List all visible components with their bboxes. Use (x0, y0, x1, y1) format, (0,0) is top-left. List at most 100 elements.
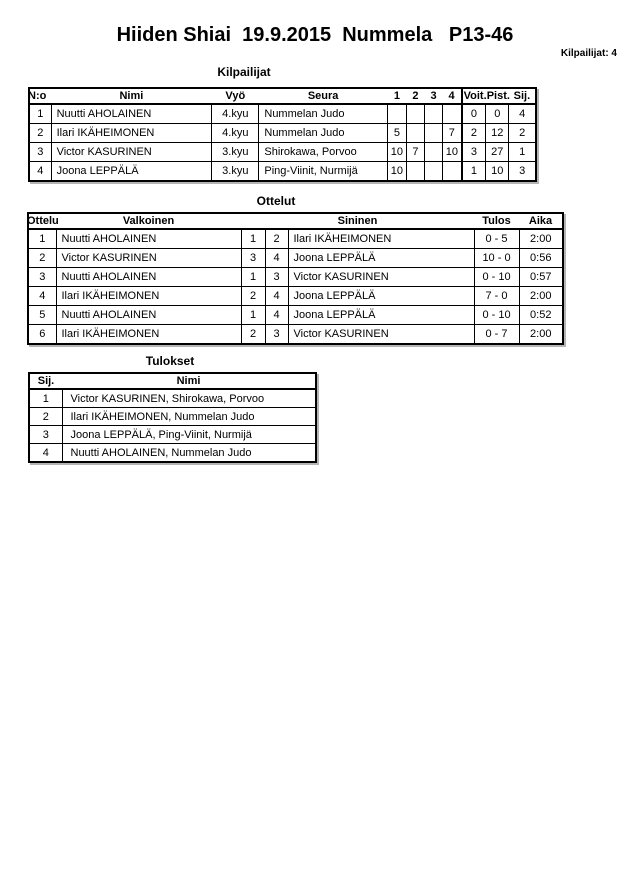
competitor-number-cell: 1 (28, 103, 52, 124)
white-name-cell: Victor KASURINEN (55, 248, 242, 268)
time-cell: 0:57 (518, 267, 564, 287)
score1-cell (386, 103, 407, 124)
result-cell: 7 - 0 (473, 286, 520, 306)
white-name-cell: Nuutti AHOLAINEN (55, 305, 242, 325)
results-table: Sij. Nimi 1 Victor KASURINEN, Shirokawa,… (28, 372, 317, 463)
col-header-nimi: Nimi (62, 373, 316, 390)
matches-section-heading: Ottelut (256, 194, 296, 208)
col-header-valkoinen: Valkoinen (56, 213, 241, 230)
match-number-cell: 2 (27, 248, 57, 268)
col-header-tulos: Tulos (474, 213, 520, 230)
white-number-cell: 1 (240, 267, 266, 287)
competitor-number-cell: 2 (28, 123, 52, 143)
blue-name-cell: Victor KASURINEN (287, 267, 475, 287)
white-name-cell: Ilari IKÄHEIMONEN (55, 324, 242, 345)
competitors-header-row: N:o Nimi Vyö Seura 1 2 3 4 Voit. Pist. S… (28, 88, 536, 105)
score4-cell (442, 103, 463, 124)
results-header-row: Sij. Nimi (29, 373, 316, 390)
score2-cell (405, 161, 426, 182)
blue-number-cell: 4 (264, 248, 289, 268)
col-header-voit: Voit. (460, 88, 487, 105)
col-header-sij: Sij. (508, 88, 536, 105)
page-title: Hiiden Shiai 19.9.2015 Nummela P13-46 (116, 24, 514, 46)
placement-cell: 4 (508, 103, 537, 124)
score1-cell: 10 (386, 142, 407, 162)
col-header-seura: Seura (258, 88, 388, 105)
score2-cell (405, 103, 426, 124)
match-number-cell: 6 (27, 324, 57, 345)
result-name-cell: Victor KASURINEN, Shirokawa, Porvoo (61, 388, 317, 408)
points-cell: 27 (485, 142, 510, 162)
competitors-section-heading: Kilpailijat (217, 65, 271, 79)
col-header-vyo: Vyö (211, 88, 259, 105)
competitor-number-cell: 3 (28, 142, 52, 162)
competitor-belt-cell: 3.kyu (211, 161, 260, 182)
time-cell: 2:00 (518, 228, 564, 249)
result-cell: 10 - 0 (473, 248, 520, 268)
placement-cell: 1 (508, 142, 537, 162)
competitor-row: 2 Ilari IKÄHEIMONEN 4.kyu Nummelan Judo … (28, 123, 537, 143)
competitor-name-cell: Nuutti AHOLAINEN (50, 103, 213, 124)
points-cell: 12 (485, 123, 510, 143)
wins-cell: 2 (460, 123, 487, 143)
result-cell: 0 - 7 (473, 324, 520, 345)
white-name-cell: Nuutti AHOLAINEN (55, 228, 242, 249)
placement-cell: 1 (28, 388, 63, 408)
competitor-row: 4 Joona LEPPÄLÄ 3.kyu Ping-Viinit, Nurmi… (28, 161, 537, 182)
match-row: 2 Victor KASURINEN 3 4 Joona LEPPÄLÄ 10 … (27, 248, 564, 268)
competitors-table: N:o Nimi Vyö Seura 1 2 3 4 Voit. Pist. S… (28, 87, 537, 182)
score3-cell (423, 161, 444, 182)
placement-cell: 2 (28, 407, 63, 426)
wins-cell: 1 (460, 161, 487, 182)
match-row: 3 Nuutti AHOLAINEN 1 3 Victor KASURINEN … (27, 267, 564, 287)
competitor-club-cell: Shirokawa, Porvoo (258, 142, 388, 162)
blue-number-cell: 2 (264, 228, 289, 249)
match-number-cell: 4 (27, 286, 57, 306)
time-cell: 2:00 (518, 324, 564, 345)
white-number-cell: 1 (240, 228, 266, 249)
col-header-sininen: Sininen (241, 213, 475, 230)
competitor-number-cell: 4 (28, 161, 52, 182)
score1-cell: 10 (386, 161, 407, 182)
result-row: 1 Victor KASURINEN, Shirokawa, Porvoo (28, 388, 317, 408)
col-header-score2: 2 (406, 88, 425, 105)
competitor-belt-cell: 4.kyu (211, 123, 260, 143)
score4-cell: 7 (442, 123, 463, 143)
col-header-no: N:o (28, 88, 52, 105)
blue-name-cell: Joona LEPPÄLÄ (287, 305, 475, 325)
result-cell: 0 - 10 (473, 305, 520, 325)
col-header-pist: Pist. (485, 88, 510, 105)
matches-table: Ottelu Valkoinen Sininen Tulos Aika 1 Nu… (27, 212, 565, 345)
match-row: 6 Ilari IKÄHEIMONEN 2 3 Victor KASURINEN… (27, 324, 564, 345)
blue-number-cell: 4 (264, 305, 289, 325)
time-cell: 0:56 (518, 248, 564, 268)
col-header-ottelu-label: Ottelu (27, 215, 59, 227)
blue-name-cell: Victor KASURINEN (287, 324, 475, 345)
competitor-club-cell: Ping-Viinit, Nurmijä (258, 161, 388, 182)
points-cell: 10 (485, 161, 510, 182)
competitor-name-cell: Ilari IKÄHEIMONEN (50, 123, 213, 143)
time-cell: 2:00 (518, 286, 564, 306)
blue-name-cell: Joona LEPPÄLÄ (287, 286, 475, 306)
result-cell: 0 - 5 (473, 228, 520, 249)
wins-cell: 3 (460, 142, 487, 162)
col-header-score4: 4 (442, 88, 462, 105)
score3-cell (423, 103, 444, 124)
competitor-belt-cell: 4.kyu (211, 103, 260, 124)
score1-cell: 5 (386, 123, 407, 143)
score4-cell (442, 161, 463, 182)
placement-cell: 4 (28, 443, 63, 463)
blue-number-cell: 4 (264, 286, 289, 306)
score4-cell: 10 (442, 142, 463, 162)
match-row: 4 Ilari IKÄHEIMONEN 2 4 Joona LEPPÄLÄ 7 … (27, 286, 564, 306)
results-section-heading: Tulokset (145, 354, 195, 368)
white-number-cell: 1 (240, 305, 266, 325)
blue-name-cell: Joona LEPPÄLÄ (287, 248, 475, 268)
match-row: 1 Nuutti AHOLAINEN 1 2 Ilari IKÄHEIMONEN… (27, 228, 564, 249)
blue-number-cell: 3 (264, 324, 289, 345)
time-cell: 0:52 (518, 305, 564, 325)
white-name-cell: Nuutti AHOLAINEN (55, 267, 242, 287)
col-header-sij: Sij. (29, 373, 62, 390)
placement-cell: 2 (508, 123, 537, 143)
match-number-cell: 3 (27, 267, 57, 287)
